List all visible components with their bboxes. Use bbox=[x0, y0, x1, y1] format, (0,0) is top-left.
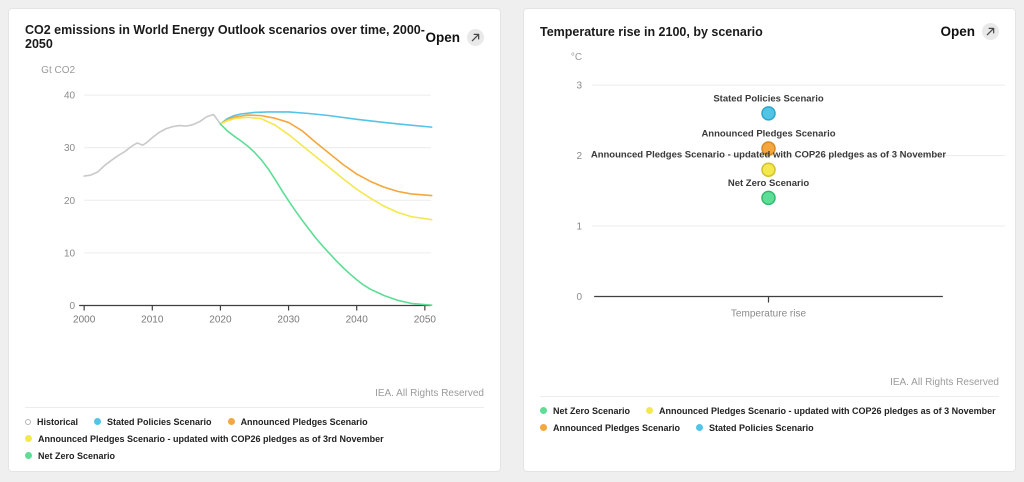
legend-item[interactable]: Stated Policies Scenario bbox=[696, 423, 814, 433]
svg-text:°C: °C bbox=[571, 52, 582, 63]
svg-text:3: 3 bbox=[577, 81, 583, 92]
card-header: Temperature rise in 2100, by scenario Op… bbox=[524, 9, 1015, 40]
svg-text:2030: 2030 bbox=[277, 315, 300, 326]
chart-legend: Net Zero Scenario Announced Pledges Scena… bbox=[524, 397, 1015, 447]
svg-text:Net Zero Scenario: Net Zero Scenario bbox=[728, 178, 809, 189]
attribution: IEA. All Rights Reserved bbox=[890, 376, 999, 388]
svg-text:2050: 2050 bbox=[414, 315, 437, 326]
chart-title: CO2 emissions in World Energy Outlook sc… bbox=[25, 23, 425, 51]
chart-title: Temperature rise in 2100, by scenario bbox=[540, 24, 763, 39]
svg-text:2010: 2010 bbox=[141, 315, 164, 326]
legend-label: Net Zero Scenario bbox=[38, 450, 116, 461]
svg-text:2: 2 bbox=[577, 151, 583, 162]
legend-item[interactable]: Announced Pledges Scenario bbox=[540, 423, 680, 433]
legend-label: Announced Pledges Scenario bbox=[553, 422, 681, 433]
svg-text:20: 20 bbox=[64, 196, 76, 207]
legend-label: Historical bbox=[37, 416, 79, 427]
legend-item[interactable]: Historical bbox=[25, 417, 78, 427]
divider bbox=[25, 406, 484, 408]
legend-item[interactable]: Stated Policies Scenario bbox=[94, 417, 212, 427]
svg-text:2020: 2020 bbox=[209, 315, 232, 326]
temperature-scatter-chart-svg: °C 0 1 2 3 Temperature rise Stated Policies Sc… bbox=[571, 52, 1005, 320]
legend-label: Announced Pledges Scenario bbox=[240, 416, 368, 427]
open-button-label: Open bbox=[425, 29, 460, 45]
open-button-label: Open bbox=[940, 24, 975, 39]
svg-text:Announced Pledges Scenario - u: Announced Pledges Scenario - updated wit… bbox=[591, 150, 947, 161]
svg-text:10: 10 bbox=[64, 248, 76, 259]
svg-text:Stated Policies Scenario: Stated Policies Scenario bbox=[713, 93, 824, 104]
legend-item[interactable]: Net Zero Scenario bbox=[540, 406, 630, 416]
dot-marker-icon bbox=[540, 424, 547, 432]
svg-text:0: 0 bbox=[70, 301, 76, 312]
external-link-icon bbox=[982, 23, 999, 40]
chart-legend: Historical Stated Policies Scenario Announ… bbox=[9, 408, 500, 471]
temperature-rise-chart-card: Temperature rise in 2100, by scenario Op… bbox=[523, 8, 1016, 472]
dot-marker-icon bbox=[696, 424, 704, 432]
divider bbox=[540, 395, 999, 397]
svg-text:1: 1 bbox=[577, 222, 583, 233]
svg-text:40: 40 bbox=[64, 91, 76, 102]
svg-text:2040: 2040 bbox=[346, 315, 369, 326]
dot-marker-icon bbox=[227, 418, 235, 426]
svg-text:Gt CO2: Gt CO2 bbox=[41, 65, 75, 76]
external-link-icon bbox=[467, 28, 484, 46]
co2-line-chart[interactable]: Gt CO2 0 10 20 30 40 2000 2010 2020 2030 2040 2050 bbox=[9, 59, 500, 352]
temperature-scatter-chart[interactable]: °C 0 1 2 3 Temperature rise Stated Policies Sc… bbox=[524, 48, 1015, 341]
dot-marker-icon bbox=[25, 435, 32, 443]
legend-label: Net Zero Scenario bbox=[553, 405, 631, 416]
svg-text:2000: 2000 bbox=[73, 315, 96, 326]
open-chart-button[interactable]: Open bbox=[425, 28, 484, 46]
legend-label: Announced Pledges Scenario - updated wit… bbox=[38, 433, 384, 444]
open-chart-button[interactable]: Open bbox=[940, 23, 999, 40]
legend-label: Stated Policies Scenario bbox=[107, 416, 212, 427]
svg-text:Announced Pledges Scenario: Announced Pledges Scenario bbox=[701, 129, 835, 140]
svg-text:30: 30 bbox=[64, 143, 76, 154]
dot-marker-icon bbox=[540, 407, 547, 415]
dot-marker-icon bbox=[94, 418, 102, 426]
legend-item[interactable]: Announced Pledges Scenario - updated wit… bbox=[25, 434, 384, 444]
legend-label: Announced Pledges Scenario - updated wit… bbox=[659, 405, 996, 416]
legend-label: Stated Policies Scenario bbox=[709, 422, 814, 433]
card-header: CO2 emissions in World Energy Outlook sc… bbox=[9, 9, 500, 51]
legend-item[interactable]: Announced Pledges Scenario bbox=[227, 416, 368, 427]
dot-marker-icon bbox=[25, 452, 32, 460]
dot-marker-icon bbox=[646, 407, 654, 415]
legend-item[interactable]: Net Zero Scenario bbox=[25, 451, 115, 461]
legend-item[interactable]: Announced Pledges Scenario - updated wit… bbox=[646, 406, 996, 416]
ring-marker-icon bbox=[25, 418, 31, 425]
attribution: IEA. All Rights Reserved bbox=[375, 387, 484, 399]
svg-text:Temperature rise: Temperature rise bbox=[731, 309, 807, 320]
co2-emissions-chart-card: CO2 emissions in World Energy Outlook sc… bbox=[8, 8, 501, 472]
svg-text:0: 0 bbox=[577, 292, 583, 303]
